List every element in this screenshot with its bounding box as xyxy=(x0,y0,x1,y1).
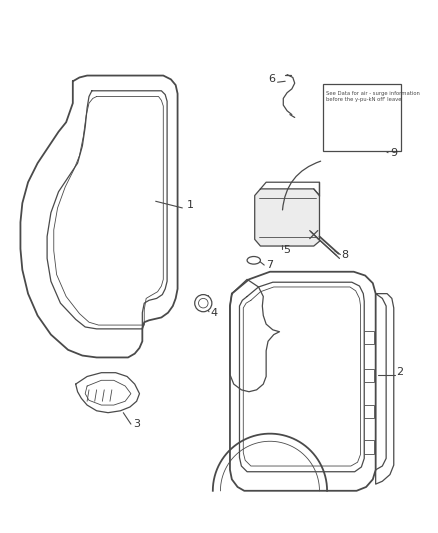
Text: 1: 1 xyxy=(187,200,194,210)
Circle shape xyxy=(198,298,208,308)
Text: 8: 8 xyxy=(341,251,349,261)
Polygon shape xyxy=(230,272,376,491)
Text: 9: 9 xyxy=(390,148,397,158)
Text: 7: 7 xyxy=(266,260,273,270)
Text: 2: 2 xyxy=(397,367,404,377)
Text: before the y-pu-kN off' leave: before the y-pu-kN off' leave xyxy=(326,97,402,102)
Text: 5: 5 xyxy=(283,245,290,255)
FancyBboxPatch shape xyxy=(364,331,374,344)
FancyBboxPatch shape xyxy=(323,84,401,151)
Text: See Data for air - surge information: See Data for air - surge information xyxy=(326,91,420,95)
Text: 3: 3 xyxy=(133,419,140,429)
FancyBboxPatch shape xyxy=(364,369,374,382)
Text: 4: 4 xyxy=(211,308,218,318)
Circle shape xyxy=(195,295,212,312)
Polygon shape xyxy=(76,373,139,413)
Ellipse shape xyxy=(247,256,261,264)
Polygon shape xyxy=(21,76,177,358)
Text: 6: 6 xyxy=(268,74,275,84)
FancyBboxPatch shape xyxy=(364,405,374,418)
Polygon shape xyxy=(255,189,319,246)
FancyBboxPatch shape xyxy=(364,440,374,454)
